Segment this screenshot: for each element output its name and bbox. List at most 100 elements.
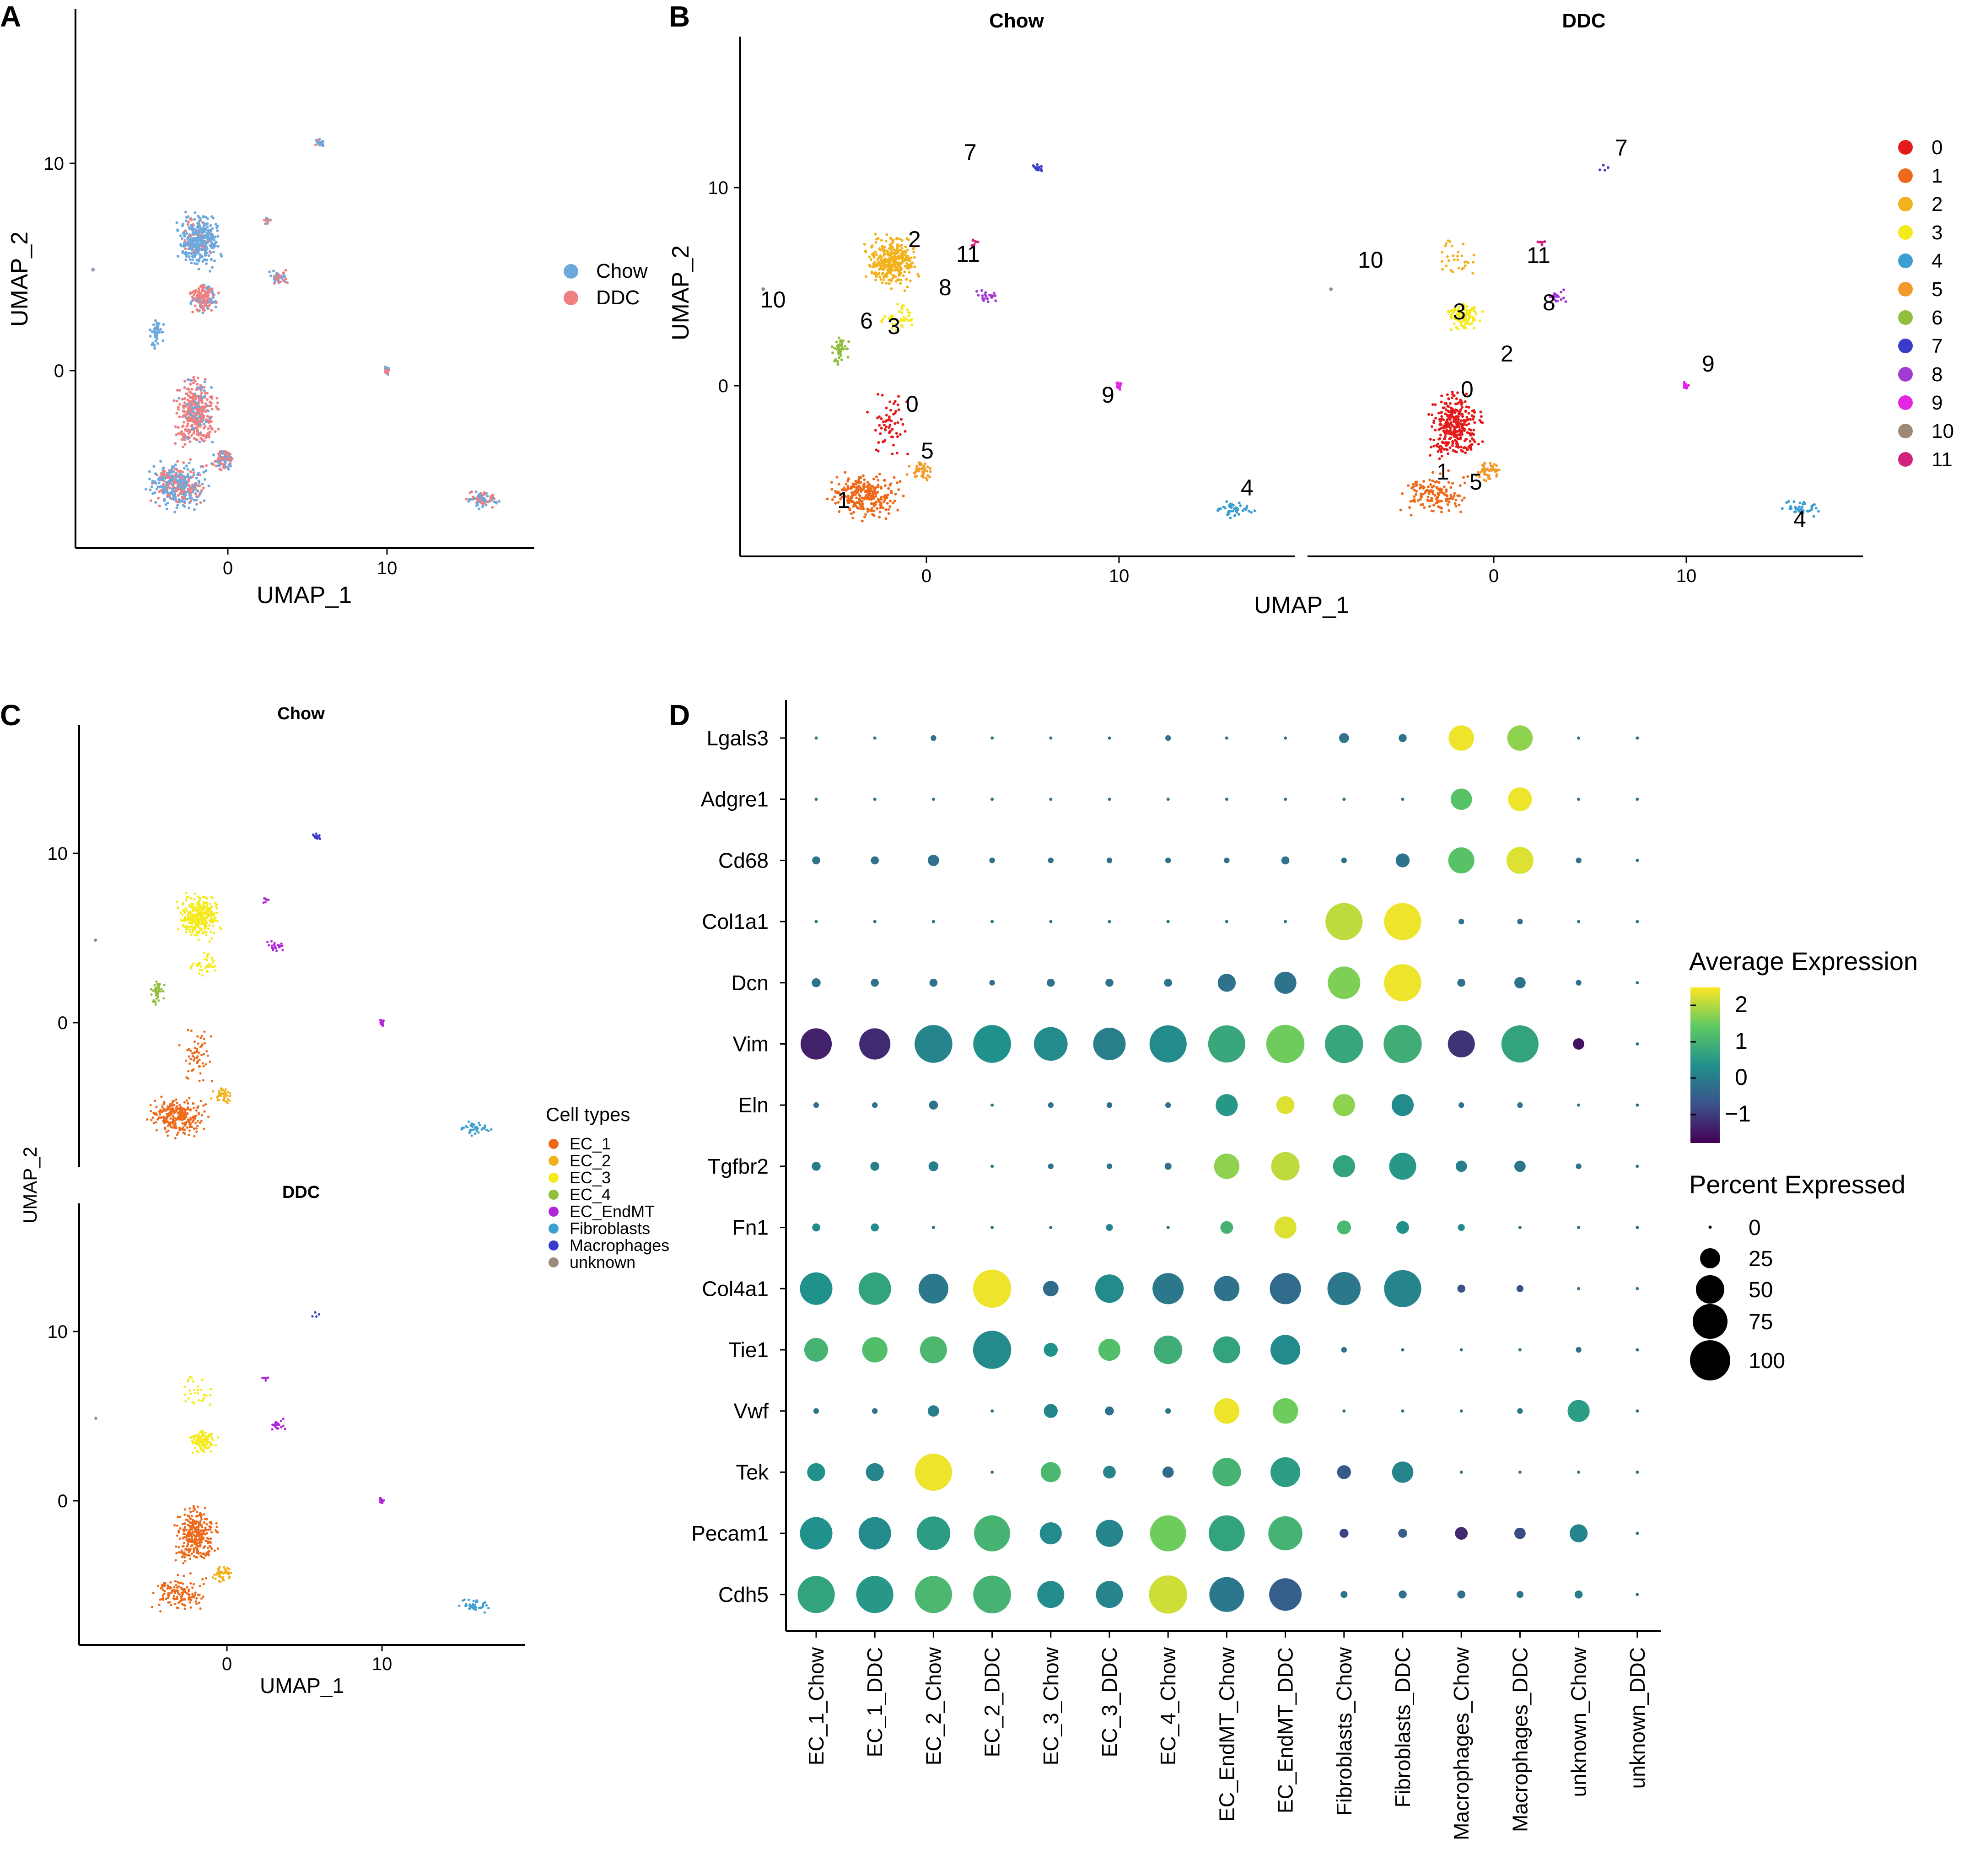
umap-point <box>184 1059 188 1062</box>
umap-point <box>902 252 905 255</box>
umap-point <box>210 408 214 411</box>
umap-point <box>270 940 273 943</box>
umap-point <box>1556 299 1559 302</box>
umap-point <box>172 1597 175 1600</box>
umap-point <box>387 369 390 372</box>
umap-point <box>202 470 205 474</box>
umap-point <box>864 249 867 253</box>
umap-point <box>186 1112 189 1115</box>
umap-point <box>154 990 156 993</box>
umap-point <box>1415 483 1418 486</box>
umap-point <box>213 965 215 968</box>
umap-point <box>1040 165 1043 168</box>
umap-point <box>188 1062 191 1065</box>
umap-point <box>158 476 161 479</box>
umap-point <box>195 308 199 311</box>
umap-point <box>201 465 204 468</box>
umap-point <box>466 1126 469 1129</box>
umap-point <box>204 896 207 899</box>
umap-point <box>193 255 196 259</box>
umap-point <box>217 291 220 295</box>
umap-point <box>1415 480 1419 484</box>
umap-point <box>191 1401 194 1403</box>
umap-point <box>165 1597 167 1600</box>
umap-point <box>189 383 192 386</box>
umap-point <box>1463 481 1466 485</box>
umap-point <box>165 1120 167 1122</box>
umap-point <box>874 250 877 253</box>
umap-point <box>195 240 198 243</box>
umap-point <box>1439 427 1442 430</box>
umap-point <box>178 1546 180 1548</box>
panel-c-ylabel: UMAP_2 <box>19 1147 41 1224</box>
umap-point <box>893 257 896 260</box>
umap-point <box>226 1091 229 1094</box>
panel-b-xtick-label: 0 <box>921 566 931 586</box>
cluster-label-ddc: 11 <box>1527 243 1550 268</box>
umap-point <box>205 232 209 235</box>
umap-point <box>1446 448 1449 451</box>
umap-point <box>926 465 929 469</box>
umap-point <box>185 1099 188 1102</box>
legend-swatch-cluster <box>1898 140 1913 155</box>
umap-point <box>189 500 193 503</box>
umap-point <box>1460 268 1464 271</box>
umap-point <box>205 262 208 265</box>
umap-point <box>177 426 180 429</box>
umap-point <box>883 496 887 500</box>
umap-point <box>182 1554 185 1557</box>
umap-point <box>888 259 892 263</box>
umap-point <box>200 489 203 492</box>
umap-point <box>187 1520 190 1523</box>
umap-point <box>206 954 209 957</box>
umap-point <box>186 468 189 471</box>
umap-point <box>1453 411 1457 414</box>
umap-point <box>1238 513 1240 516</box>
umap-point <box>180 430 183 433</box>
umap-point <box>186 1545 189 1547</box>
legend-swatch-cluster <box>1898 225 1913 240</box>
umap-point <box>471 1605 474 1607</box>
umap-point <box>210 911 213 914</box>
umap-point <box>191 1121 194 1123</box>
umap-point <box>193 237 196 240</box>
panel-b-label: B <box>669 0 690 33</box>
umap-point <box>199 1430 202 1433</box>
umap-point <box>884 428 887 431</box>
umap-point <box>381 1020 384 1023</box>
umap-point <box>1115 381 1119 384</box>
umap-point <box>197 1438 200 1441</box>
umap-point <box>839 497 842 501</box>
umap-point <box>173 1524 176 1527</box>
umap-point <box>159 1610 162 1613</box>
umap-point <box>884 494 887 497</box>
umap-point <box>191 907 194 910</box>
umap-point <box>195 1051 198 1053</box>
umap-point <box>150 1110 152 1112</box>
umap-point <box>165 1108 168 1111</box>
umap-point <box>209 224 212 227</box>
umap-point <box>206 398 209 401</box>
umap-point <box>178 474 181 477</box>
umap-point <box>193 429 196 432</box>
umap-point <box>874 241 877 244</box>
umap-point <box>1607 166 1609 169</box>
umap-point <box>170 468 173 470</box>
umap-point <box>190 1030 193 1032</box>
umap-point <box>186 378 189 381</box>
umap-point <box>1463 496 1466 500</box>
umap-point <box>880 504 883 507</box>
umap-point <box>202 241 205 244</box>
umap-point <box>1465 405 1468 409</box>
umap-point <box>185 232 188 235</box>
umap-point <box>209 1060 211 1063</box>
umap-point <box>181 486 184 489</box>
umap-point <box>194 1594 196 1596</box>
umap-point <box>174 425 177 428</box>
umap-point <box>263 897 266 900</box>
umap-point <box>178 389 181 392</box>
umap-point <box>208 270 211 273</box>
umap-point <box>190 434 194 437</box>
panel-c-legend: EC_1EC_2EC_3EC_4EC_EndMTFibroblastsMacro… <box>549 1134 669 1272</box>
umap-point <box>278 280 281 284</box>
